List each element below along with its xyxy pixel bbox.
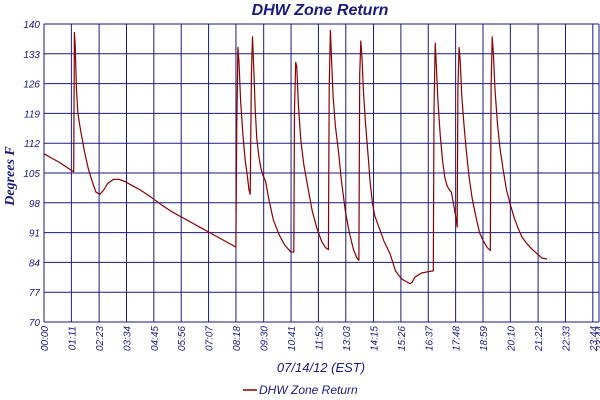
x-tick-label: 21:22 [534,326,545,352]
x-tick-label: 13:03 [342,326,353,351]
x-tick-label: 23:44 [595,326,600,352]
x-tick-label: 00:00 [40,326,51,351]
x-tick-label: 07:07 [205,326,216,351]
x-axis-ticks: 00:00 01:11 02:23 03:34 04:45 05:56 07:07 08:18… [40,326,600,352]
grid [43,23,600,323]
x-tick-label: 18:59 [479,326,490,351]
chart-title: DHW Zone Return [252,2,389,19]
y-tick-label: 91 [29,229,40,240]
x-tick-label: 15:26 [397,326,408,351]
y-tick-label: 112 [24,139,40,150]
x-tick-label: 05:56 [177,326,188,351]
y-tick-label: 119 [24,109,40,120]
series-line-0 [43,29,548,285]
x-tick-label: 16:37 [424,326,435,351]
x-axis-label: 07/14/12 (EST) [277,360,365,375]
x-tick-label: 08:18 [232,326,243,351]
y-tick-label: 126 [23,80,40,91]
y-tick-label: 140 [23,20,40,31]
x-tick-label: 23:44 [589,326,600,352]
y-tick-label: 70 [29,318,41,329]
x-tick-label: 11:52 [314,326,325,351]
y-tick-label: 98 [29,199,41,210]
y-tick-label: 84 [29,258,41,269]
x-tick-label: 09:30 [260,326,271,351]
x-tick-label: 14:15 [370,326,381,351]
x-tick-label: 17:48 [452,326,463,351]
x-tick-label: 04:45 [150,326,161,351]
x-tick-label: 01:11 [67,326,78,350]
y-tick-label: 105 [23,169,40,180]
y-axis-label: Degrees F [3,146,18,207]
x-tick-label: 03:34 [122,326,133,351]
y-axis-ticks: 70 77 84 91 98 105 112 119 126 133 140 [23,20,40,329]
legend: DHW Zone Return [243,383,358,397]
x-tick-label: 02:23 [95,326,106,351]
x-tick-label: 10:41 [287,326,298,351]
series-layer [43,29,548,285]
x-tick-label: 20:10 [506,326,517,352]
legend-label: DHW Zone Return [259,383,358,397]
x-tick-label: 22:33 [561,326,572,352]
y-tick-label: 133 [23,50,40,61]
y-tick-label: 77 [29,288,41,299]
